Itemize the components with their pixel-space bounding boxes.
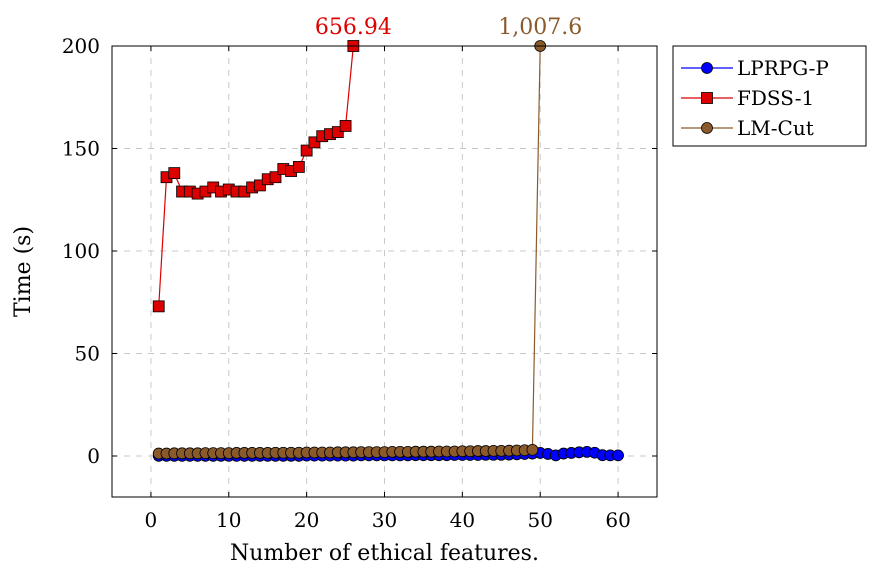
data-annotations: 656.94 1,007.6 xyxy=(315,15,582,40)
x-axis-label: Number of ethical features. xyxy=(230,541,539,566)
series-line xyxy=(158,45,541,455)
data-point xyxy=(526,443,539,456)
x-ticks: 0 10 20 30 40 50 60 xyxy=(145,46,631,532)
data-point xyxy=(292,161,305,173)
y-tick-label: 100 xyxy=(62,239,100,263)
grid-lines xyxy=(112,45,657,497)
legend-marker xyxy=(701,62,713,74)
x-tick-label: 30 xyxy=(372,508,397,532)
data-label: 1,007.6 xyxy=(498,15,582,40)
series-lm-cut xyxy=(152,40,547,460)
y-ticks: 0 50 100 150 200 xyxy=(62,34,657,468)
data-point xyxy=(269,171,282,184)
data-point xyxy=(308,136,321,149)
y-axis-label: Time (s) xyxy=(11,226,36,317)
x-tick-label: 40 xyxy=(450,508,475,532)
series-fdss-1 xyxy=(152,40,360,313)
data-point xyxy=(254,179,266,192)
series-layer xyxy=(152,40,624,462)
x-tick-label: 50 xyxy=(527,508,552,532)
series-line xyxy=(158,45,354,307)
x-tick-label: 10 xyxy=(216,508,241,532)
x-tick-label: 0 xyxy=(145,508,158,532)
y-tick-label: 0 xyxy=(87,444,100,468)
y-tick-label: 50 xyxy=(75,342,100,366)
legend-label: LM-Cut xyxy=(737,116,814,140)
data-label: 656.94 xyxy=(315,15,392,40)
x-tick-label: 20 xyxy=(294,508,319,532)
legend-entry: LPRPG-P xyxy=(681,56,829,80)
data-point xyxy=(331,126,344,138)
y-tick-label: 150 xyxy=(62,137,100,161)
legend-marker xyxy=(701,92,713,104)
legend-entry: LM-Cut xyxy=(681,116,814,140)
data-point xyxy=(152,300,165,313)
x-tick-label: 60 xyxy=(605,508,630,532)
data-point xyxy=(612,449,624,462)
data-point xyxy=(339,120,352,132)
legend: LPRPG-P FDSS-1 LM-Cut xyxy=(672,45,867,147)
data-point xyxy=(300,144,313,157)
legend-label: FDSS-1 xyxy=(737,86,814,110)
y-tick-label: 200 xyxy=(62,34,100,58)
legend-marker xyxy=(701,122,713,134)
legend-entry: FDSS-1 xyxy=(681,86,814,110)
legend-label: LPRPG-P xyxy=(737,56,829,80)
data-point xyxy=(168,167,181,180)
plot-area-frame xyxy=(111,45,658,498)
